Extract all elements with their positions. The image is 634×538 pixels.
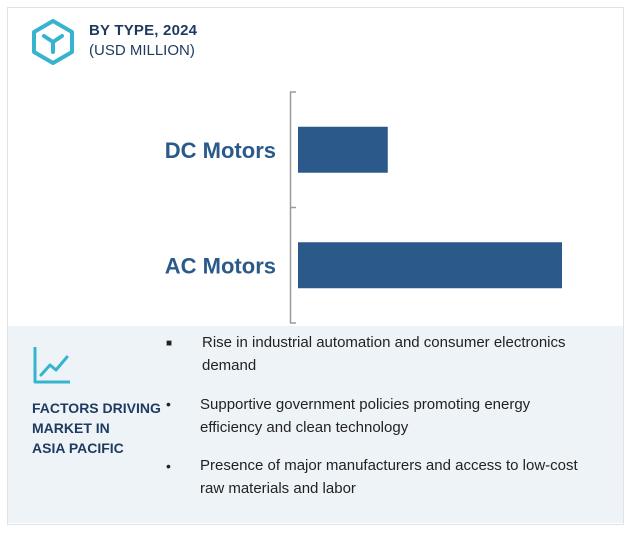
- cube-logo-icon: [32, 19, 74, 65]
- category-label: AC Motors: [165, 253, 276, 278]
- bar-dc-motors: [298, 126, 388, 173]
- chart-title: BY TYPE, 2024: [89, 22, 198, 39]
- bar-ac-motors: [298, 242, 562, 289]
- bullet-marker: •: [166, 396, 171, 412]
- factor-item: Presence of major manufacturers and acce…: [200, 454, 578, 500]
- factor-line: Presence of major manufacturers and acce…: [200, 457, 578, 474]
- bullet-marker: •: [166, 458, 171, 474]
- factor-line: efficiency and clean technology: [200, 419, 409, 436]
- chart-subtitle: (USD MILLION): [89, 42, 195, 59]
- factor-line: demand: [202, 357, 257, 374]
- factor-line: Supportive government policies promoting…: [200, 396, 531, 413]
- bullet-marker: ■: [166, 338, 173, 349]
- trend-chart-icon: [33, 347, 70, 384]
- factor-item: Supportive government policies promoting…: [200, 393, 530, 439]
- bar-chart: DC Motors AC Motors: [165, 91, 562, 324]
- category-label: DC Motors: [165, 138, 276, 163]
- factor-line: raw materials and labor: [200, 480, 356, 497]
- factors-heading-line: FACTORS DRIVING: [32, 400, 161, 416]
- factor-line: Rise in industrial automation and consum…: [202, 334, 566, 351]
- factors-heading-line: ASIA PACIFIC: [32, 440, 124, 456]
- factors-heading-line: MARKET IN: [32, 420, 110, 436]
- factor-item: Rise in industrial automation and consum…: [202, 331, 566, 377]
- factors-panel: FACTORS DRIVING MARKET IN ASIA PACIFIC ■…: [8, 326, 623, 523]
- factors-heading: FACTORS DRIVING MARKET IN ASIA PACIFIC: [32, 398, 182, 458]
